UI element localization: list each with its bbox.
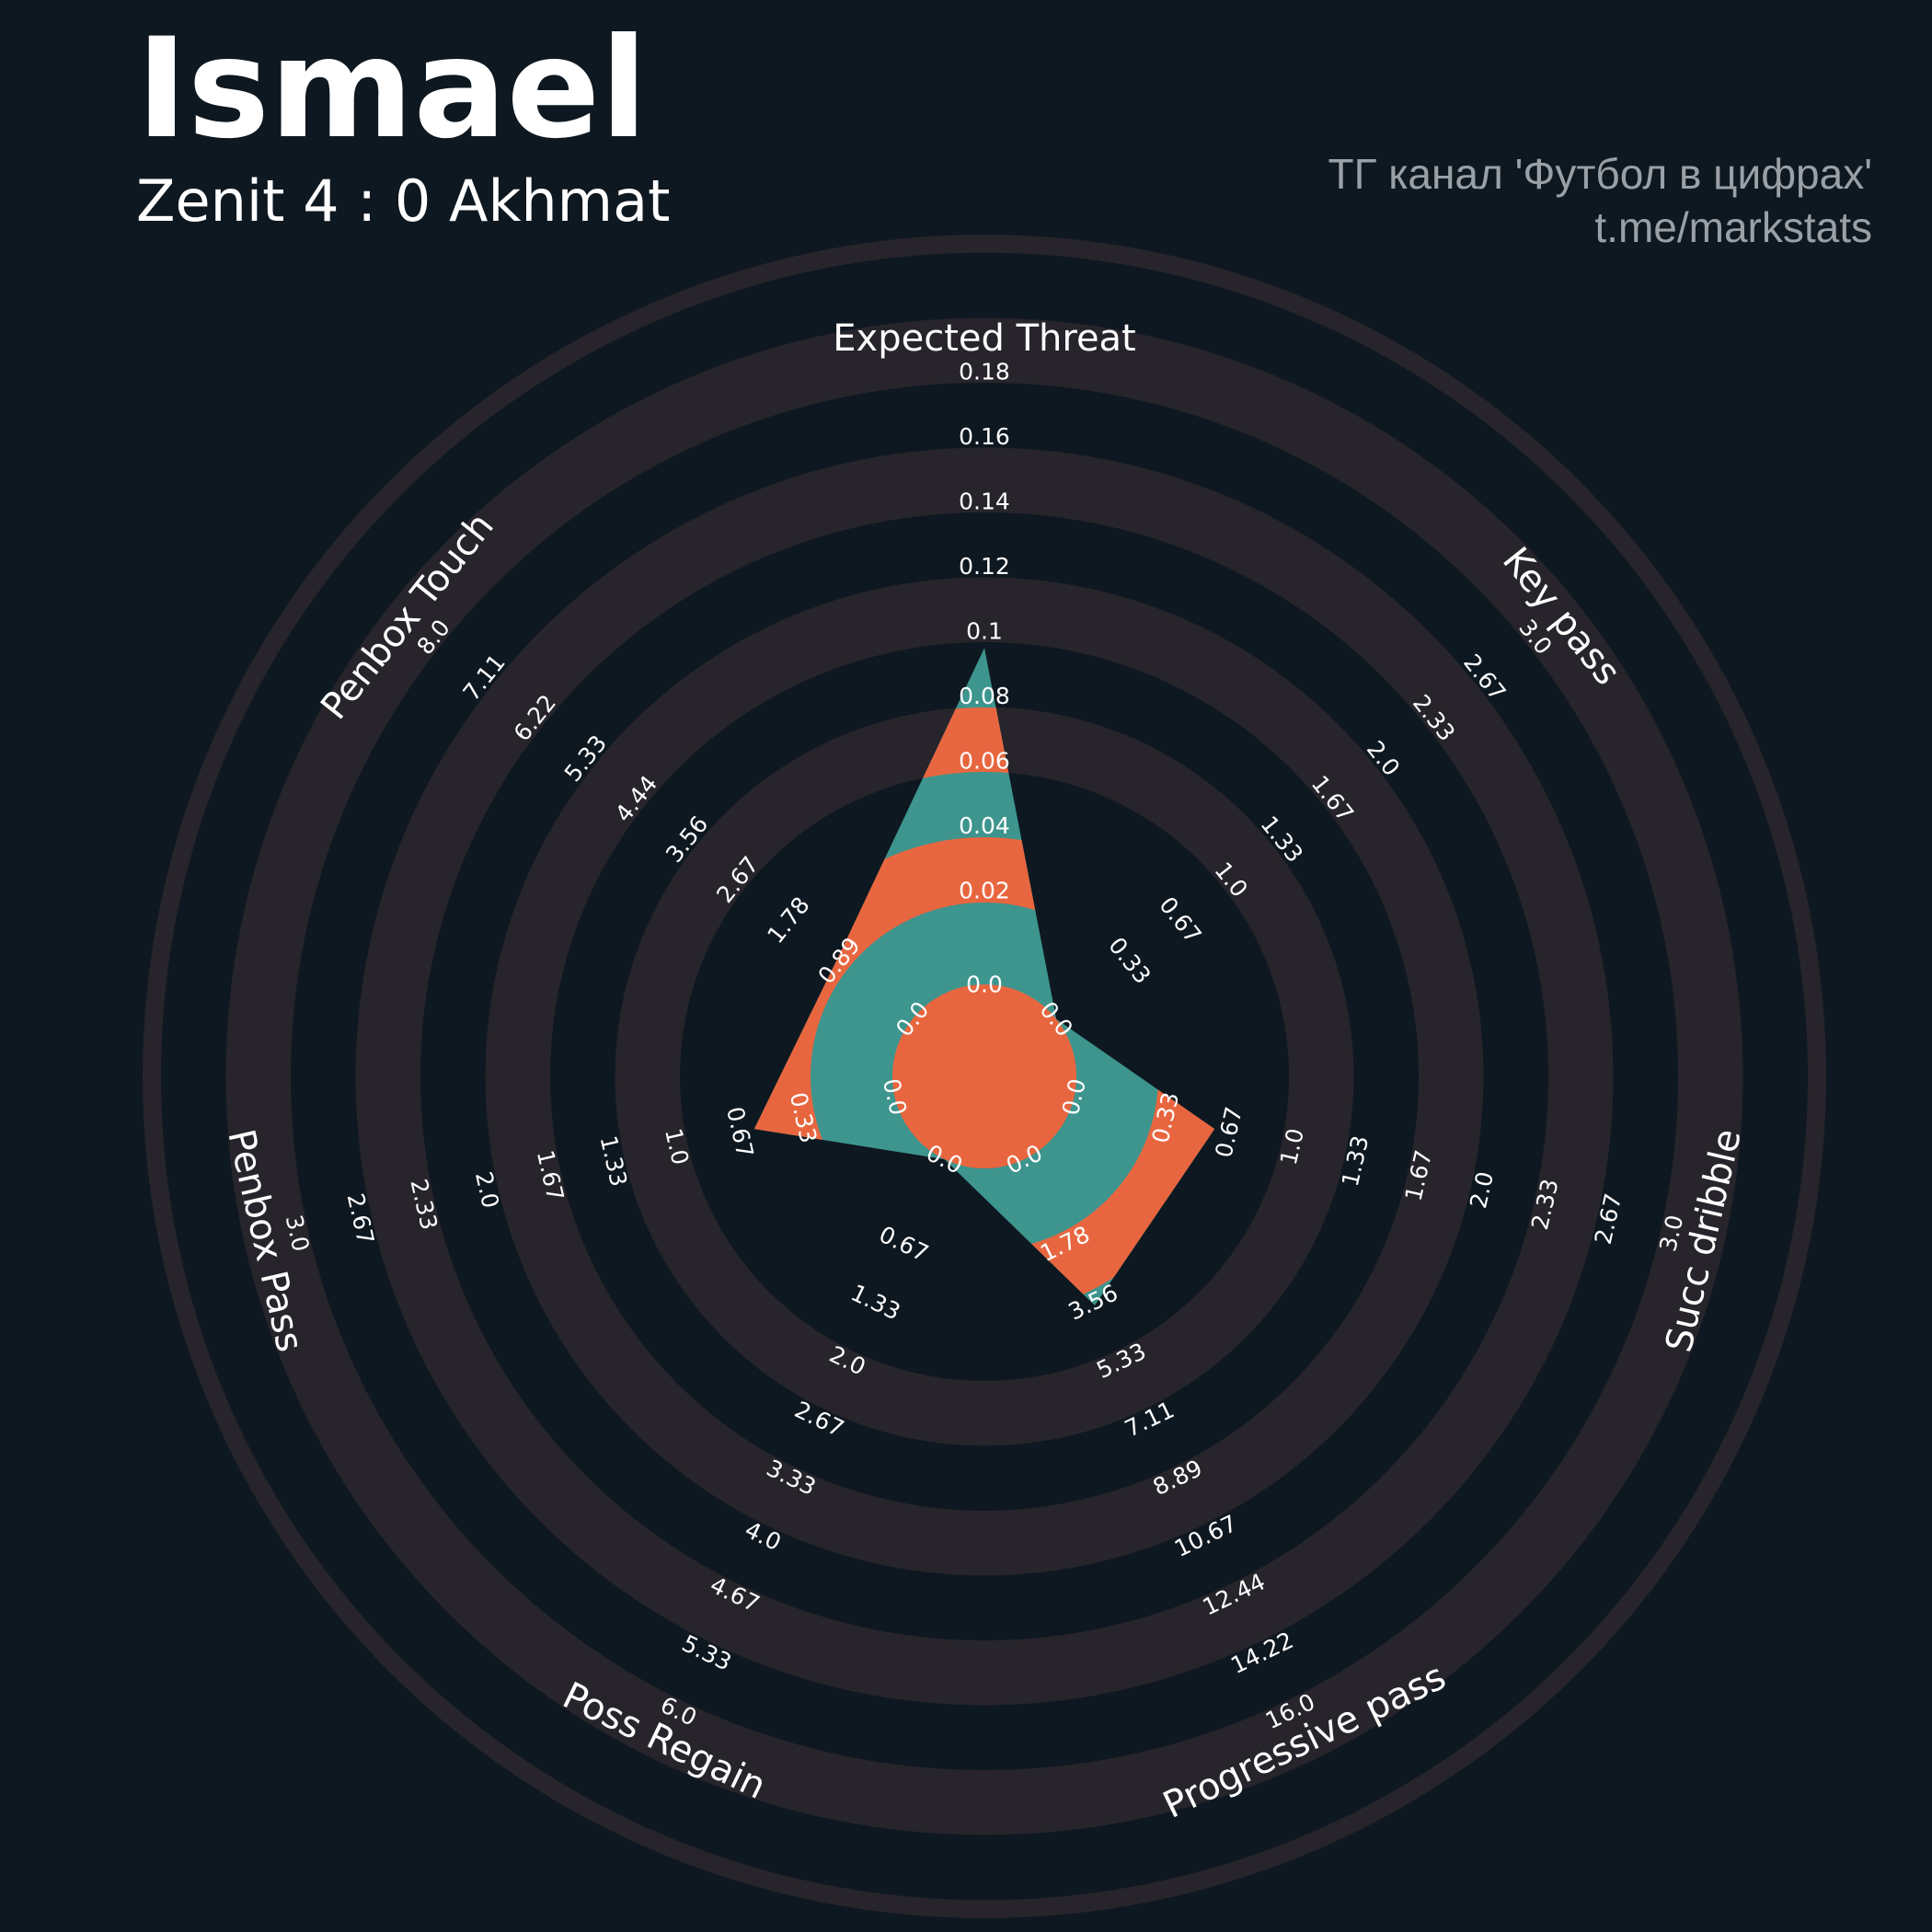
tick-label: 0.16 <box>959 423 1010 450</box>
param-label: Expected Threat <box>833 317 1136 360</box>
tick-label: 0.1 <box>966 618 1003 645</box>
tick-label: 0.67 <box>875 1221 933 1267</box>
tick-label: 0.12 <box>959 553 1010 580</box>
polygon-band <box>892 984 1076 1168</box>
tick-label: 0.0 <box>966 972 1003 998</box>
tick-label: 0.08 <box>959 683 1010 709</box>
tick-label: 0.06 <box>959 748 1010 775</box>
tick-label: 0.67 <box>1154 891 1206 949</box>
match-score: Zenit 4 : 0 Akhmat <box>136 167 671 235</box>
tick-label: 0.04 <box>959 812 1010 839</box>
tick-label: 0.18 <box>959 359 1010 385</box>
tick-label: 1.78 <box>762 891 814 949</box>
player-name: Ismael <box>136 9 648 169</box>
channel-link: t.me/markstats <box>1594 203 1872 251</box>
tick-label: 0.67 <box>721 1104 759 1160</box>
tick-label: 1.33 <box>846 1279 904 1325</box>
tick-label: 0.14 <box>959 489 1010 515</box>
credits-block: ТГ канал 'Футбол в цифрах' t.me/markstat… <box>1328 147 1872 254</box>
tick-label: 0.33 <box>1103 932 1156 989</box>
tick-label: 0.02 <box>959 878 1010 904</box>
tick-label: 0.67 <box>1210 1104 1248 1160</box>
channel-label: ТГ канал 'Футбол в цифрах' <box>1328 150 1872 198</box>
